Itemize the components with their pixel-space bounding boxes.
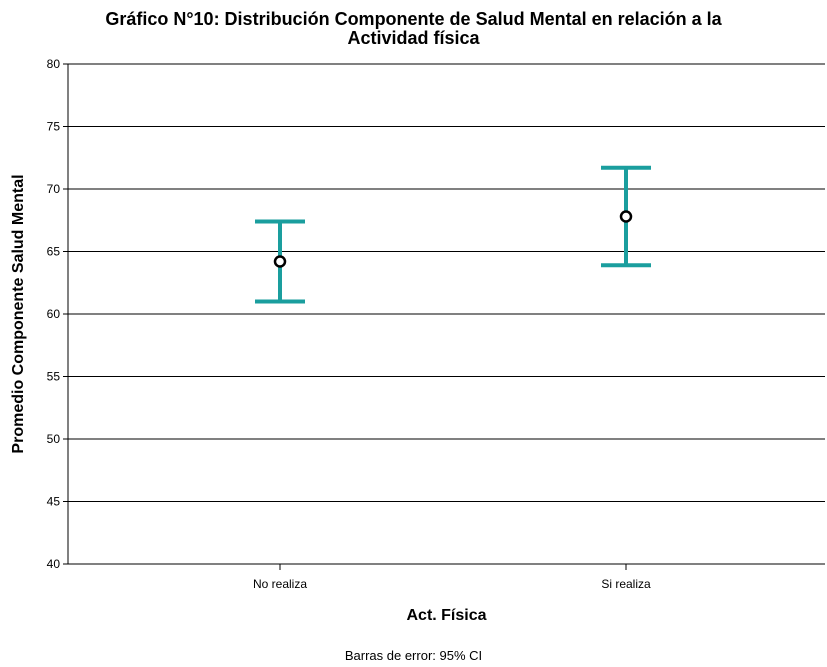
y-axis-title: Promedio Componente Salud Mental [10, 174, 27, 454]
chart-title-line-1: Gráfico N°10: Distribución Componente de… [105, 9, 722, 29]
y-tick-label-55: 55 [47, 370, 61, 384]
y-tick-label-45: 45 [47, 495, 61, 509]
x-tick-label-0: No realiza [253, 577, 307, 591]
mean-marker-0 [273, 255, 287, 268]
y-tick-label-60: 60 [47, 307, 61, 321]
chart-title-line-2: Actividad física [347, 28, 480, 48]
y-tick-label-50: 50 [47, 432, 61, 446]
y-tick-label-65: 65 [47, 245, 61, 259]
y-tick-label-70: 70 [47, 182, 61, 196]
y-tick-label-40: 40 [47, 557, 61, 571]
x-tick-label-1: Si realiza [601, 577, 651, 591]
y-tick-label-80: 80 [47, 57, 61, 71]
mean-marker-1 [619, 210, 633, 223]
x-axis-title: Act. Física [406, 607, 487, 624]
footnote: Barras de error: 95% CI [344, 648, 483, 663]
y-tick-label-75: 75 [47, 120, 61, 134]
